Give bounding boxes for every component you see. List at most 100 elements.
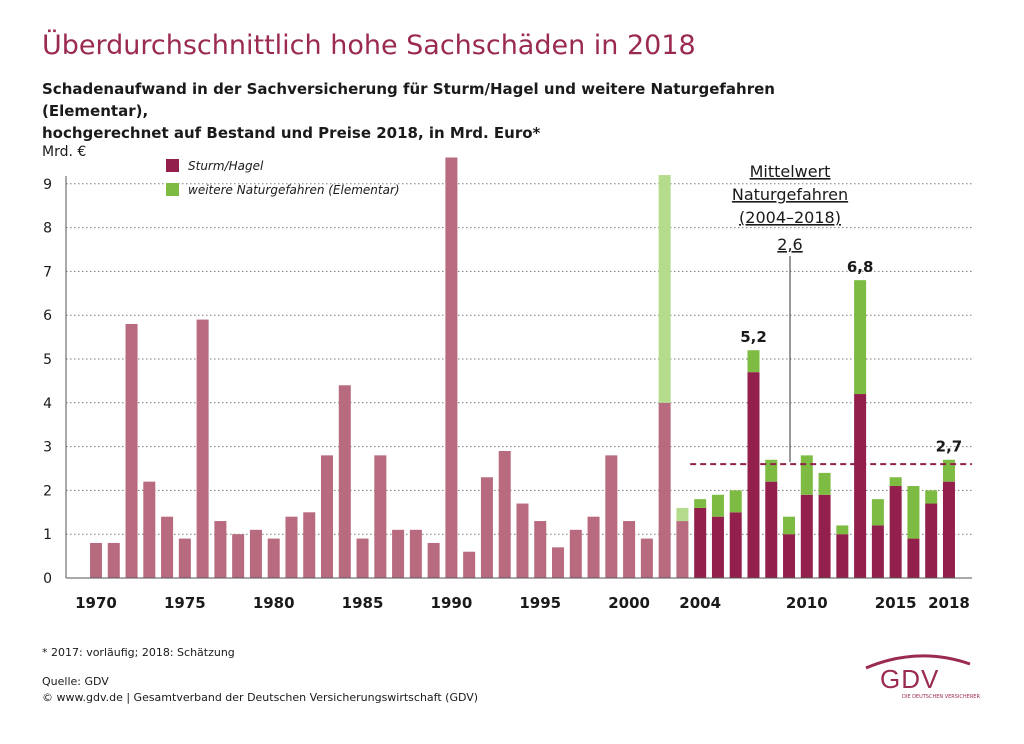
y-tick-label: 9 [43, 177, 52, 193]
bar-sturm-hagel [836, 534, 849, 578]
bar-elementar [818, 472, 831, 495]
bar-sturm-hagel [445, 157, 458, 578]
bar-elementar [836, 525, 849, 535]
bar-elementar [907, 486, 920, 539]
bar-sturm-hagel [214, 521, 227, 578]
bar-value-label: 2,7 [936, 438, 963, 456]
subtitle-line-1: Schadenaufwand in der Sachversicherung f… [42, 80, 775, 120]
bar-sturm-hagel [267, 538, 280, 578]
y-tick-label: 6 [43, 308, 52, 324]
bar-sturm-hagel [729, 512, 742, 578]
footnote: * 2017: vorläufig; 2018: Schätzung [42, 646, 235, 659]
bar-sturm-hagel [569, 529, 582, 578]
x-tick-label: 1980 [253, 594, 295, 612]
bar-sturm-hagel [338, 385, 351, 578]
bar-sturm-hagel [818, 494, 831, 578]
chart-subtitle: Schadenaufwand in der Sachversicherung f… [42, 78, 802, 144]
bar-sturm-hagel [232, 534, 245, 578]
subtitle-line-2: hochgerechnet auf Bestand und Preise 201… [42, 124, 541, 142]
bar-value-label: 5,2 [740, 328, 767, 346]
bar-sturm-hagel [356, 538, 369, 578]
mean-label: (2004–2018) [739, 208, 841, 227]
bar-sturm-hagel [178, 538, 191, 578]
page-title: Überdurchschnittlich hohe Sachschäden in… [42, 30, 696, 61]
bar-sturm-hagel [587, 516, 600, 578]
bar-sturm-hagel [889, 486, 902, 578]
gdv-logo: GDV [880, 664, 940, 694]
y-tick-label: 8 [43, 221, 52, 237]
bar-sturm-hagel [498, 450, 511, 578]
bar-sturm-hagel [907, 538, 920, 578]
bar-sturm-hagel [765, 481, 778, 578]
x-tick-label: 1995 [519, 594, 561, 612]
source-line-1: Quelle: GDV [42, 675, 109, 688]
bar-sturm-hagel [303, 512, 316, 578]
bar-sturm-hagel [249, 529, 262, 578]
gdv-logo-arc-icon [865, 654, 971, 670]
legend-label: Sturm/Hagel [188, 159, 264, 173]
bar-sturm-hagel [694, 507, 707, 578]
gdv-logo-tagline: DIE DEUTSCHEN VERSICHERER [902, 694, 980, 700]
bar-sturm-hagel [392, 529, 405, 578]
x-tick-label: 1990 [431, 594, 473, 612]
bar-elementar [889, 477, 902, 487]
bar-elementar [694, 499, 707, 508]
y-tick-label: 4 [43, 396, 52, 412]
bar-elementar [942, 459, 955, 482]
bar-sturm-hagel [161, 516, 174, 578]
bar-elementar [765, 459, 778, 482]
bar-elementar [871, 499, 884, 526]
bar-elementar [800, 455, 813, 495]
x-tick-label: 2015 [875, 594, 917, 612]
bar-value-label: 6,8 [847, 258, 874, 276]
mean-label: Naturgefahren [732, 185, 848, 204]
x-tick-label: 2004 [679, 594, 721, 612]
legend-swatch [166, 159, 179, 172]
bar-elementar [658, 175, 671, 403]
bar-elementar [729, 490, 742, 513]
source-line-2: © www.gdv.de | Gesamtverband der Deutsch… [42, 691, 479, 704]
bar-elementar [676, 507, 689, 522]
x-tick-label: 2010 [786, 594, 828, 612]
legend-swatch [166, 183, 179, 196]
y-tick-label: 1 [43, 527, 52, 543]
bar-sturm-hagel [90, 542, 102, 578]
x-tick-label: 2000 [608, 594, 650, 612]
legend-label: weitere Naturgefahren (Elementar) [188, 183, 400, 197]
bar-sturm-hagel [409, 529, 422, 578]
axes: 0 1 2 3 4 5 6 7 8 9 Mrd. € 1970 1975 1980 1985 1990 1995… [42, 144, 972, 612]
bar-sturm-hagel [640, 538, 653, 578]
x-tick-label: 1985 [342, 594, 384, 612]
y-tick-label: 7 [43, 264, 52, 280]
bar-sturm-hagel [711, 516, 724, 578]
bar-sturm-hagel [463, 551, 476, 578]
y-tick-label: 0 [43, 571, 52, 587]
y-tick-label: 3 [43, 440, 52, 456]
x-tick-label: 2018 [928, 594, 970, 612]
y-tick-label: 5 [43, 352, 52, 368]
bar-sturm-hagel [623, 521, 636, 578]
bar-sturm-hagel [658, 402, 671, 578]
x-tick-label: 1975 [164, 594, 206, 612]
bar-sturm-hagel [427, 542, 440, 578]
bar-sturm-hagel [285, 516, 298, 578]
bar-sturm-hagel [871, 525, 884, 578]
y-tick-label: 2 [43, 483, 52, 499]
source: Quelle: GDV © www.gdv.de | Gesamtverband… [42, 674, 478, 706]
bar-sturm-hagel [374, 455, 387, 578]
x-tick-label: 1970 [75, 594, 117, 612]
bar-sturm-hagel [854, 394, 867, 578]
y-axis-label: Mrd. € [42, 144, 86, 160]
bar-sturm-hagel [783, 534, 796, 578]
bar-elementar [854, 280, 867, 395]
bar-sturm-hagel [676, 521, 689, 578]
bar-sturm-hagel [516, 503, 529, 578]
bar-elementar [747, 350, 760, 373]
bar-sturm-hagel [605, 455, 618, 578]
bar-sturm-hagel [480, 477, 493, 578]
mean-label: Mittelwert [750, 162, 831, 181]
bar-sturm-hagel [196, 319, 209, 578]
bar-sturm-hagel [125, 323, 138, 578]
bar-sturm-hagel [942, 481, 955, 578]
